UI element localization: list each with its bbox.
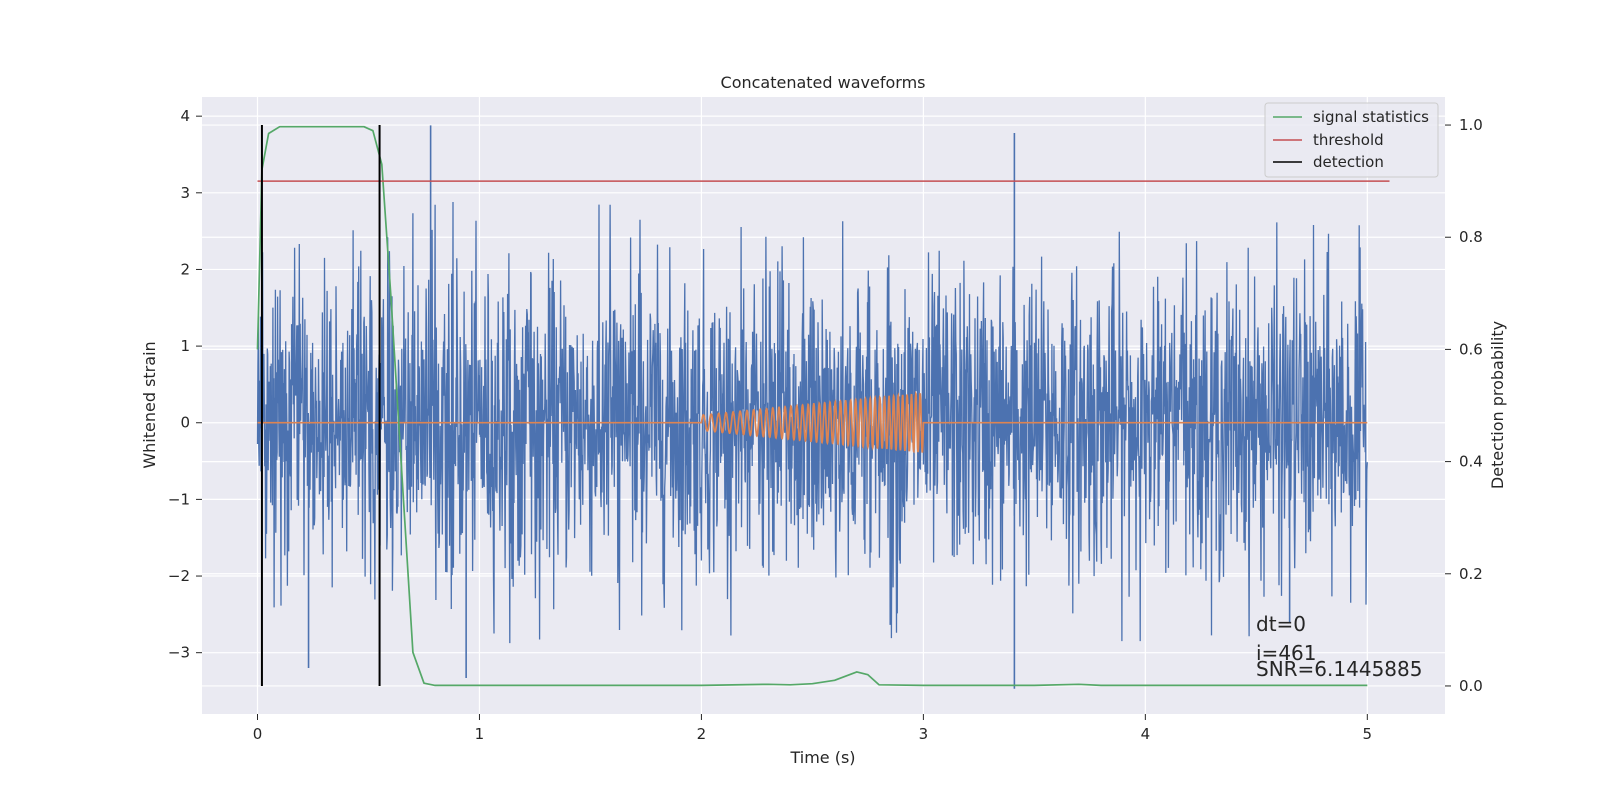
- y-tick-label: 4: [180, 107, 190, 125]
- x-tick-label: 2: [697, 725, 707, 743]
- x-tick-label: 4: [1141, 725, 1151, 743]
- x-tick-label: 5: [1363, 725, 1373, 743]
- y-tick-label: 2: [180, 260, 190, 278]
- y2-tick-label: 0.4: [1459, 453, 1483, 471]
- y-tick-label: −2: [168, 567, 190, 585]
- y2-tick-label: 0.0: [1459, 677, 1483, 695]
- y-tick-label: 1: [180, 337, 190, 355]
- detection-series: [260, 125, 381, 686]
- signal-statistics-line: [256, 125, 1368, 687]
- x-tick-label: 3: [919, 725, 929, 743]
- chirp-line: [257, 390, 1368, 454]
- legend-label-signal-statistics: signal statistics: [1313, 108, 1429, 126]
- x-tick-label: 0: [253, 725, 263, 743]
- y-tick-label: −3: [168, 644, 190, 662]
- y2-tick-label: 0.6: [1459, 340, 1483, 358]
- y2-tick-label: 1.0: [1459, 116, 1483, 134]
- annotation-dt: dt=0: [1256, 612, 1306, 636]
- y-tick-label: −1: [168, 490, 190, 508]
- y-tick-label: 3: [180, 184, 190, 202]
- signal-statistics-series: [256, 125, 1368, 687]
- annotation-snr: SNR=6.1445885: [1256, 657, 1422, 681]
- y2-tick-label: 0.2: [1459, 565, 1483, 583]
- legend-label-threshold: threshold: [1313, 131, 1384, 149]
- y-tick-label: 0: [180, 414, 190, 432]
- annotation-index: i=461: [1256, 641, 1317, 665]
- legend: signal statistics threshold detection: [1264, 102, 1439, 178]
- x-axis-title: Time (s): [789, 748, 855, 767]
- axes-ticks: 0 1 2 3 4 5 −3 −2 −1 0 1 2 3 4 0.0 0.2 0.4 0.6 0.8 1.0: [168, 107, 1483, 743]
- legend-box: [1264, 102, 1439, 178]
- chirp-series: [257, 390, 1368, 454]
- strain-line: [256, 201, 1368, 644]
- legend-label-detection: detection: [1313, 153, 1384, 171]
- strain-series: [256, 125, 1368, 689]
- y-axis-title: Whitened strain: [140, 341, 159, 468]
- chart-title: Concatenated waveforms: [721, 73, 926, 92]
- x-tick-label: 1: [475, 725, 485, 743]
- y2-tick-label: 0.8: [1459, 228, 1483, 246]
- y2-axis-title: Detection probability: [1488, 321, 1507, 489]
